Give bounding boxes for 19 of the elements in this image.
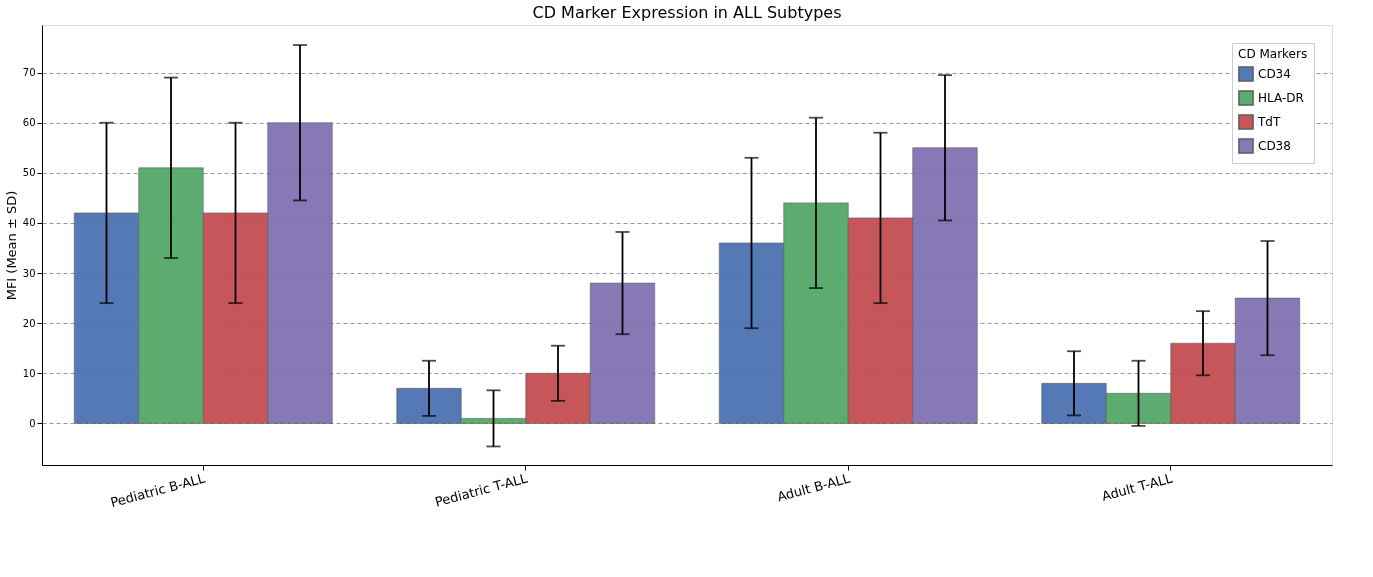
legend-label: TdT bbox=[1257, 115, 1281, 129]
x-tick-label: Pediatric B-ALL bbox=[108, 470, 208, 511]
y-tick-label: 0 bbox=[29, 417, 36, 429]
x-tick-label: Adult T-ALL bbox=[1100, 470, 1175, 504]
y-tick-label: 20 bbox=[22, 317, 36, 329]
y-axis-title: MFI (Mean ± SD) bbox=[3, 190, 19, 301]
y-tick-label: 60 bbox=[22, 117, 36, 129]
legend-title: CD Markers bbox=[1238, 47, 1308, 61]
y-tick-label: 10 bbox=[22, 367, 36, 379]
legend-label: CD38 bbox=[1258, 139, 1291, 153]
x-tick-label: Pediatric T-ALL bbox=[433, 470, 530, 510]
y-tick-label: 30 bbox=[22, 267, 36, 279]
y-tick-label: 40 bbox=[22, 217, 36, 229]
y-tick-label: 70 bbox=[22, 67, 36, 79]
legend-label: HLA-DR bbox=[1258, 91, 1304, 105]
legend-label: CD34 bbox=[1258, 67, 1291, 81]
y-tick-label: 50 bbox=[22, 167, 36, 179]
x-tick-label: Adult B-ALL bbox=[775, 470, 853, 505]
chart-title: CD Marker Expression in ALL Subtypes bbox=[532, 3, 842, 22]
